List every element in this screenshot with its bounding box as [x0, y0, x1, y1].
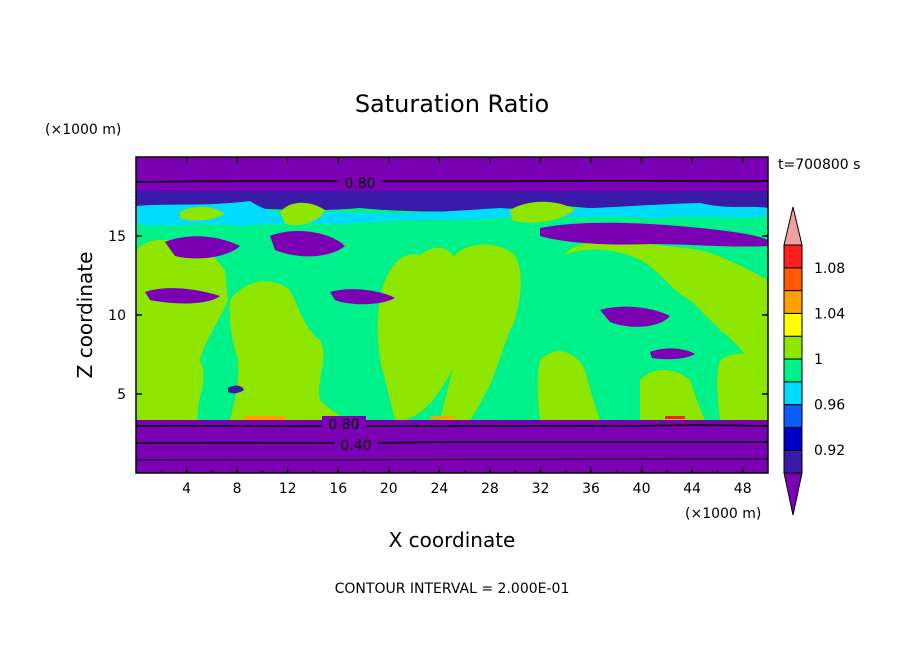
- contour-label-bg: [334, 436, 378, 452]
- x-tick-label: 24: [430, 481, 448, 497]
- x-axis-label: X coordinate: [389, 528, 516, 552]
- x-tick-label: 4: [182, 481, 191, 497]
- x-tick-label: 28: [481, 481, 499, 497]
- colorbar-swatch: [783, 381, 803, 406]
- colorbar: 0.92 0.96 1 1.04 1.08: [783, 206, 845, 516]
- colorbar-label: 1.08: [814, 261, 845, 277]
- x-tick-label: 44: [683, 481, 701, 497]
- x-tick-label: 16: [329, 481, 347, 497]
- cloud-patch: [717, 353, 768, 420]
- cloud-patch: [565, 242, 768, 380]
- time-label: t=700800 s: [778, 157, 860, 173]
- colorbar-lower-extension: [783, 472, 803, 516]
- y-axis-ticks: 5 10 15: [108, 229, 768, 403]
- x-tick-label: 48: [734, 481, 752, 497]
- y-tick-label: 5: [117, 387, 126, 403]
- y-unit-label: (×1000 m): [45, 122, 121, 138]
- colorbar-upper-extension: [783, 206, 803, 246]
- lower-dry-layer: [136, 420, 768, 473]
- x-tick-label: 36: [582, 481, 600, 497]
- x-axis-ticks: 4 8 12 16 20 24 28 32 36 40 44 48: [160, 157, 752, 497]
- contour-line: [136, 458, 768, 461]
- cloud-patch: [510, 201, 575, 223]
- cloud-patch: [537, 351, 600, 420]
- colorbar-swatch: [783, 267, 803, 292]
- cloud-base-hint: [430, 416, 455, 419]
- contour-label: 0.80: [344, 176, 375, 192]
- dry-streak: [145, 288, 220, 304]
- colorbar-swatch: [783, 358, 803, 383]
- colorbar-label: 1: [814, 352, 823, 368]
- colorbar-label: 1.04: [814, 306, 845, 322]
- contour-interval-footer: CONTOUR INTERVAL = 2.000E-01: [335, 581, 570, 597]
- cloud-patch: [640, 369, 705, 420]
- contour-line: [136, 179, 768, 183]
- colorbar-swatch: [783, 290, 803, 314]
- colorbar-swatch: [783, 312, 803, 337]
- dry-streak: [600, 306, 670, 327]
- x-tick-label: 40: [633, 481, 651, 497]
- dry-streak: [165, 236, 240, 259]
- cloud-patch: [136, 239, 228, 420]
- dry-streak: [330, 289, 395, 305]
- cloud-base-hint: [245, 416, 285, 420]
- colorbar-swatch: [783, 449, 803, 474]
- contour-label-bg: [322, 416, 366, 432]
- y-tick-label: 15: [108, 229, 126, 245]
- cloud-patch: [180, 206, 225, 221]
- x-tick-label: 32: [532, 481, 550, 497]
- cloud-base-hint: [665, 416, 685, 419]
- contour-label: 0.80: [328, 417, 359, 433]
- contour-field: 0.80 0.80 0.40: [136, 157, 768, 473]
- x-tick-label: 12: [279, 481, 297, 497]
- cloud-patch: [280, 202, 325, 226]
- contour-label-bg: [338, 174, 382, 190]
- y-tick-label: 10: [108, 308, 126, 324]
- dry-streak: [540, 222, 768, 247]
- dry-streak: [270, 231, 345, 257]
- x-tick-label: 8: [233, 481, 242, 497]
- upper-dry-layer: [136, 157, 768, 191]
- y-axis-label: Z coordinate: [73, 252, 97, 379]
- x-unit-label: (×1000 m): [685, 506, 761, 522]
- colorbar-label: 0.96: [814, 398, 845, 414]
- cloud-patch: [440, 244, 521, 420]
- cloud-patch: [377, 247, 470, 420]
- contour-line: [136, 424, 768, 428]
- x-tick-label: 20: [380, 481, 398, 497]
- chart-title: Saturation Ratio: [355, 90, 549, 118]
- cloud-patch: [229, 281, 345, 420]
- contour-label: 0.40: [340, 438, 371, 454]
- colorbar-swatch: [783, 426, 803, 451]
- contour-line: [136, 440, 768, 444]
- colorbar-swatch: [783, 335, 803, 360]
- dry-streak: [650, 348, 695, 360]
- colorbar-swatch: [783, 244, 803, 269]
- colorbar-swatch: [783, 404, 803, 428]
- dry-streak: [228, 385, 244, 394]
- colorbar-label: 0.92: [814, 443, 845, 459]
